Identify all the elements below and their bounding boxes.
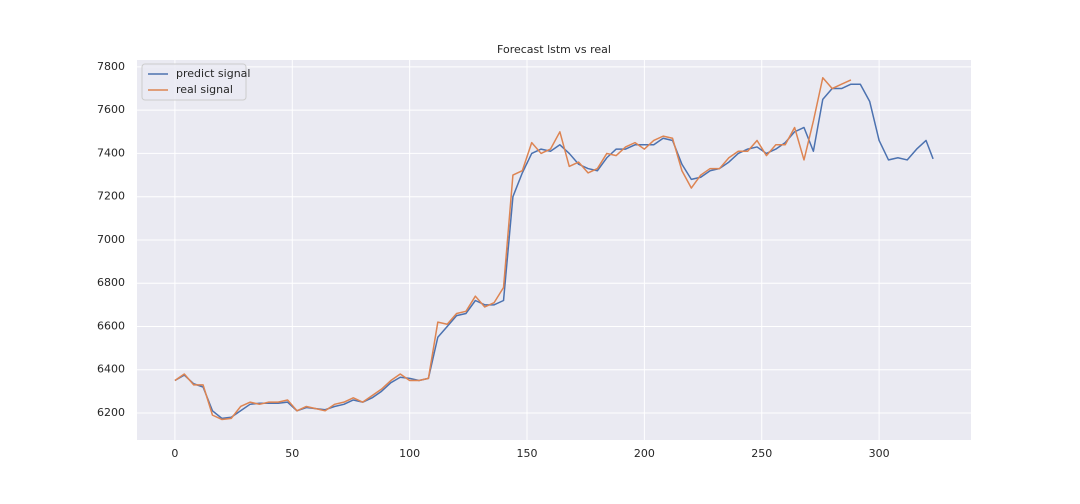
y-tick-label: 7600 xyxy=(97,103,125,116)
y-tick-label: 7400 xyxy=(97,146,125,159)
x-tick-label: 300 xyxy=(869,447,890,460)
y-tick-label: 6400 xyxy=(97,363,125,376)
x-tick-label: 50 xyxy=(285,447,299,460)
y-tick-label: 6600 xyxy=(97,319,125,332)
legend-label: real signal xyxy=(176,83,233,96)
x-tick-label: 0 xyxy=(171,447,178,460)
x-tick-label: 250 xyxy=(751,447,772,460)
x-tick-label: 200 xyxy=(634,447,655,460)
y-tick-label: 6200 xyxy=(97,406,125,419)
chart-title: Forecast lstm vs real xyxy=(497,43,611,56)
legend-label: predict signal xyxy=(176,67,250,80)
y-tick-label: 6800 xyxy=(97,276,125,289)
y-tick-label: 7800 xyxy=(97,60,125,73)
x-tick-label: 150 xyxy=(517,447,538,460)
line-series xyxy=(174,76,852,421)
x-tick-label: 100 xyxy=(399,447,420,460)
plot-area xyxy=(137,60,971,440)
y-tick-label: 7000 xyxy=(97,233,125,246)
legend-box xyxy=(141,63,247,101)
y-tick-label: 7200 xyxy=(97,190,125,203)
